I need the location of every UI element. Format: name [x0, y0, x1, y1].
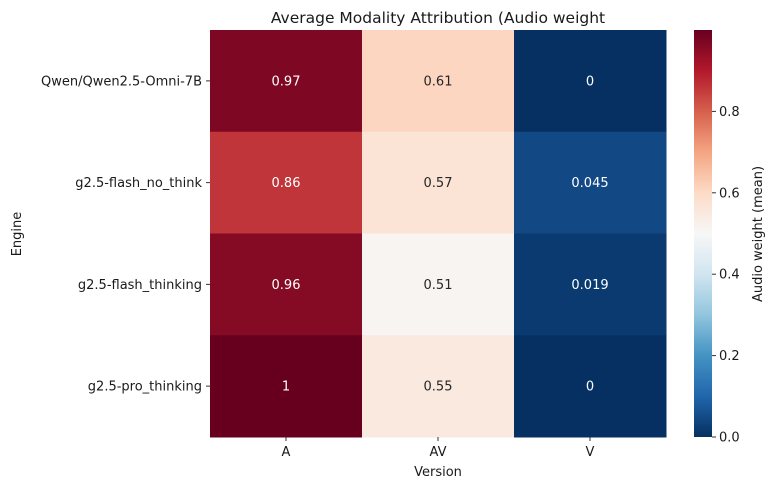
cell-label: 0.045 [571, 176, 608, 191]
colorbar-label: Audio weight (mean) [751, 166, 766, 302]
x-tick-label: AV [430, 445, 447, 460]
cell-label: 0.86 [272, 176, 301, 191]
colorbar [694, 30, 712, 437]
chart-title: Average Modality Attribution (Audio weig… [271, 9, 605, 27]
heatmap-cell [210, 233, 363, 336]
heatmap-cell [362, 131, 515, 234]
heatmap-cell [362, 233, 515, 336]
heatmap-cell [514, 335, 667, 438]
cell-label: 0.51 [424, 278, 453, 293]
cell-label: 0.61 [424, 74, 453, 89]
y-tick-label: g2.5-flash_thinking [78, 278, 202, 293]
x-tick-label: V [586, 445, 595, 460]
cell-label: 0.97 [272, 74, 301, 89]
colorbar-tick-label: 0.2 [719, 349, 740, 364]
colorbar-tick-label: 0.6 [719, 186, 740, 201]
heatmap-cell [362, 335, 515, 438]
colorbar-tick-label: 0.4 [719, 268, 740, 283]
heatmap-cell [362, 30, 515, 133]
y-axis-label: Engine [10, 212, 25, 257]
heatmap-cell [210, 335, 363, 438]
y-tick-label: Qwen/Qwen2.5-Omni-7B [41, 74, 202, 89]
y-tick-label: g2.5-flash_no_think [75, 176, 202, 191]
cell-label: 0 [586, 380, 594, 395]
cell-label: 0.96 [272, 278, 301, 293]
cell-label: 0.57 [424, 176, 453, 191]
heatmap-cell [210, 30, 363, 133]
cell-label: 0.55 [424, 380, 453, 395]
colorbar-tick-label: 0.8 [719, 105, 740, 120]
heatmap-cell [210, 131, 363, 234]
heatmap-cell [514, 131, 667, 234]
heatmap-cell [514, 233, 667, 336]
y-tick-label: g2.5-pro_thinking [88, 380, 202, 395]
cell-label: 1 [282, 380, 290, 395]
x-axis-label: Version [414, 465, 462, 480]
colorbar-tick-label: 0.0 [719, 431, 740, 446]
heatmap-cell [514, 30, 667, 133]
cell-label: 0 [586, 74, 594, 89]
x-tick-label: A [282, 445, 291, 460]
cell-label: 0.019 [571, 278, 608, 293]
